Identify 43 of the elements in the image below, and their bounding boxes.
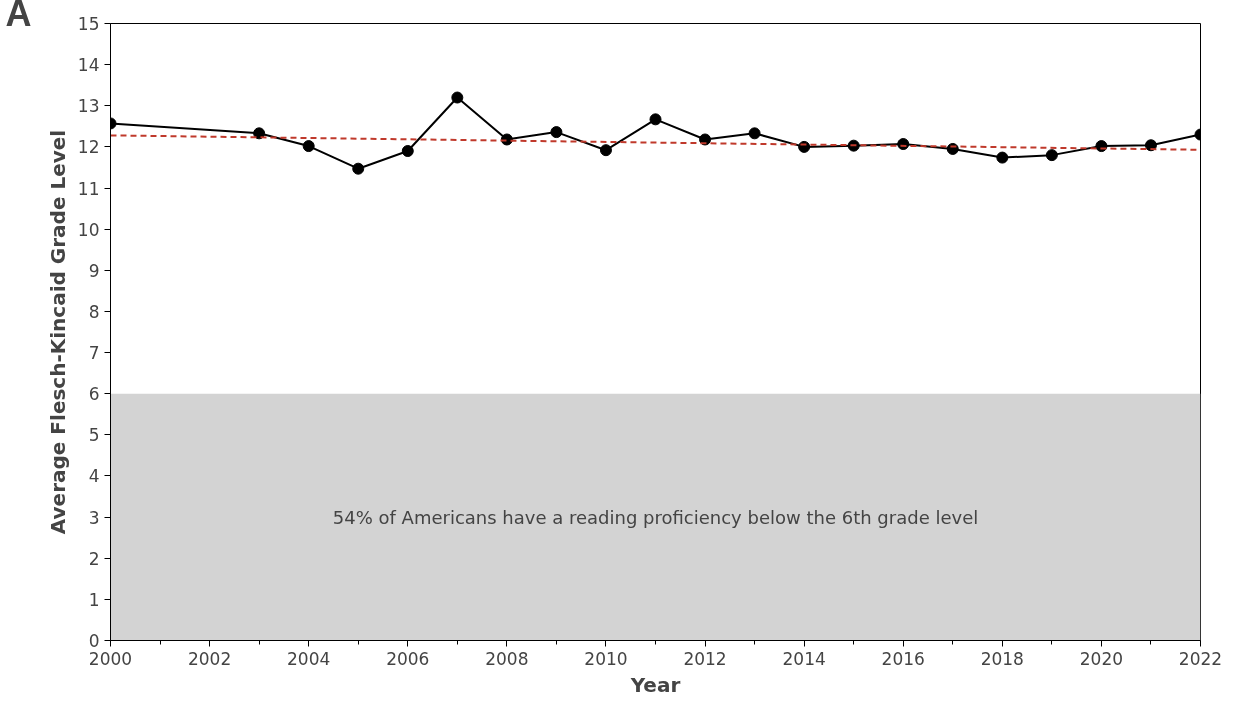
x-tick-label: 2012	[683, 648, 727, 669]
x-tick-label: 2008	[485, 648, 529, 669]
point	[451, 91, 464, 104]
y-tick-label: 4	[88, 466, 100, 487]
point	[253, 127, 266, 140]
text: A	[5, 0, 32, 34]
y-tick-label: 7	[88, 343, 100, 364]
y-tick-label: 12	[77, 137, 100, 158]
point	[302, 140, 315, 153]
x-tick-label: 2018	[980, 648, 1024, 669]
x-tick-label: 2014	[782, 648, 826, 669]
y-tick-label: 6	[88, 384, 100, 405]
x-tick-label: 2006	[386, 648, 430, 669]
y-tick-label: 2	[88, 548, 100, 569]
y-tick-label: 1	[88, 589, 100, 610]
band-label: 54% of Americans have a reading proficiency below the 6th grade level	[332, 506, 979, 528]
x-tick-label: 2022	[1178, 648, 1223, 669]
y-tick-label: 5	[88, 425, 100, 446]
point	[401, 145, 414, 157]
y-tick-label: 14	[77, 55, 100, 76]
y-tick-label: 11	[77, 178, 100, 199]
x-tick-label: 2016	[881, 648, 925, 669]
point	[1045, 149, 1058, 162]
x-tick-label: 2002	[187, 648, 232, 669]
point	[550, 126, 563, 139]
y-tick-label: 9	[88, 260, 100, 281]
point	[996, 151, 1009, 164]
y-tick-label: 15	[77, 14, 100, 34]
point	[649, 113, 662, 126]
point	[599, 144, 612, 157]
y-axis-title: Average Flesch-Kincaid Grade Level	[45, 129, 70, 535]
point	[748, 127, 761, 140]
y-tick-label: 3	[88, 507, 100, 528]
x-tick-label: 2000	[88, 648, 133, 669]
x-tick-label: 2010	[584, 648, 628, 669]
x-tick-label: 2020	[1079, 648, 1124, 669]
x-tick-label: 2004	[287, 648, 331, 669]
y-tick-label: 13	[77, 96, 100, 117]
y-tick-label: 8	[88, 301, 100, 322]
y-tick-label: 0	[88, 631, 100, 651]
y-tick-label: 10	[77, 219, 100, 240]
point	[352, 162, 365, 175]
x-axis-title: Year	[629, 672, 681, 697]
